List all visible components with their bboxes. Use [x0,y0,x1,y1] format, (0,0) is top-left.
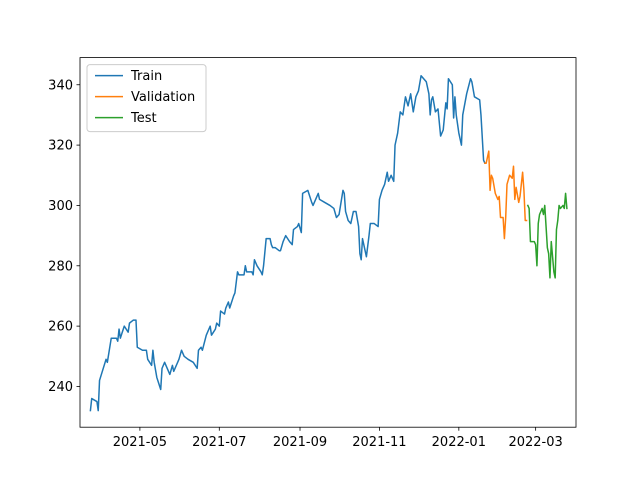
legend-label-train: Train [130,69,162,84]
y-tick-label: 240 [48,380,73,395]
legend-label-test: Test [130,111,157,126]
y-tick-label: 340 [48,78,73,93]
series-line-validation [484,150,528,240]
plot-frame [79,57,577,428]
x-tick-label: 2021-11 [352,435,406,450]
legend: Train Validation Test [86,64,207,133]
series-line-test [526,192,568,279]
series-line-train [89,74,486,412]
y-tick-label: 260 [48,320,73,335]
x-axis: 2021-05 2021-07 2021-09 2021-11 2022-01 2022-… [113,427,563,450]
y-tick-label: 320 [48,139,73,154]
legend-box [86,64,207,133]
legend-label-validation: Validation [131,90,195,105]
x-tick-label: 2021-05 [113,435,167,450]
x-tick-label: 2022-03 [508,435,562,450]
x-tick-label: 2021-09 [273,435,327,450]
y-axis: 240 260 280 300 320 340 [48,78,80,395]
y-tick-label: 300 [48,199,73,214]
x-tick-label: 2022-01 [432,435,486,450]
x-tick-label: 2021-07 [192,435,246,450]
y-tick-label: 280 [48,259,73,274]
series-layer [89,74,568,412]
